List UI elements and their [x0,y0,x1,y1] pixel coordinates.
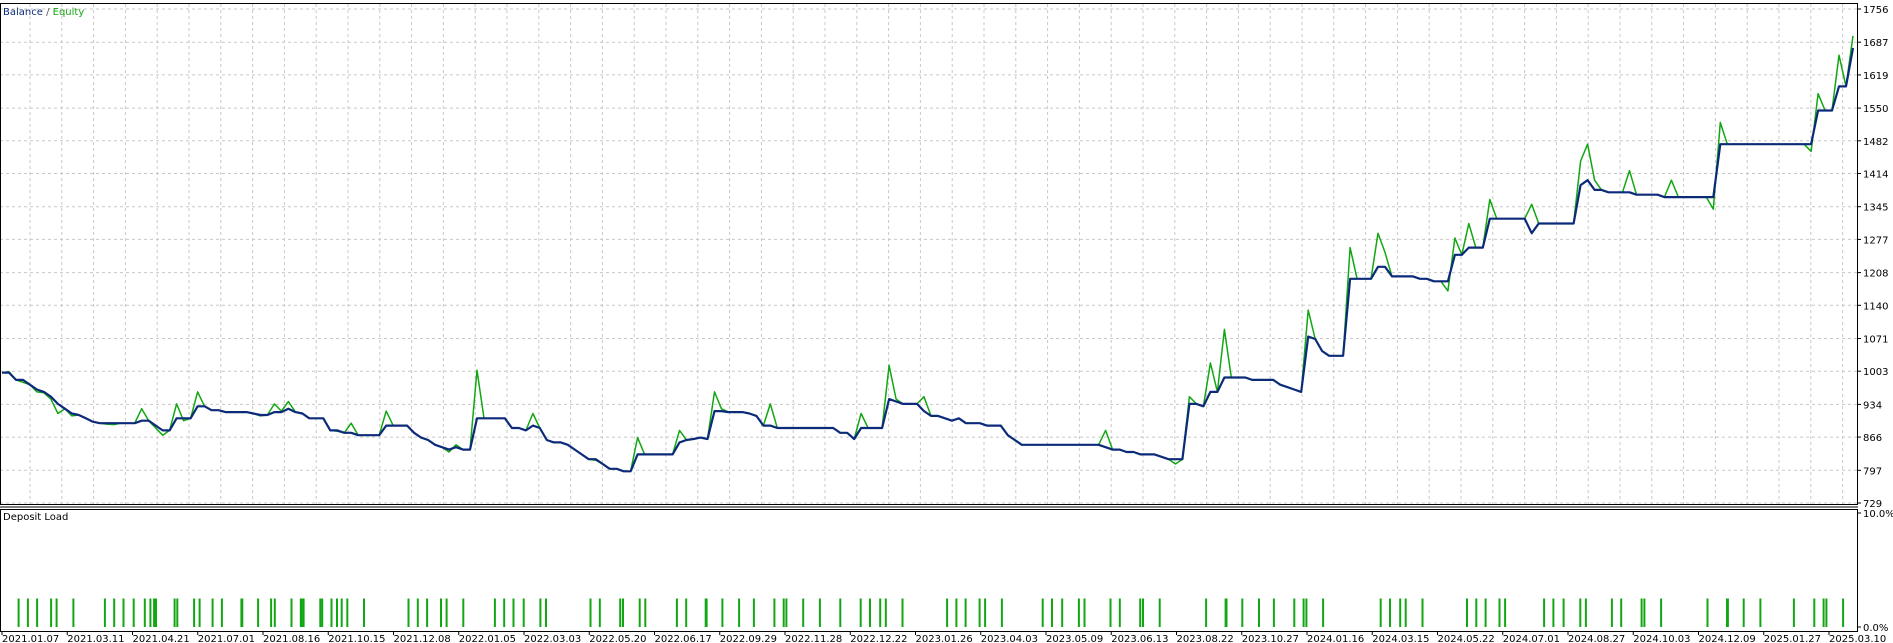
sub-panel-frame [0,509,1858,632]
y-tick-label: 797 [1863,466,1882,477]
legend-balance: Balance [3,7,43,18]
x-tick-label: 2022.06.17 [655,634,712,643]
x-tick-label: 2024.01.16 [1307,634,1364,643]
series-line-balance [2,47,1855,473]
y-tick-label: 866 [1863,433,1882,444]
y-tick-label: 729 [1863,499,1882,510]
x-tick-label: 2022.12.22 [850,634,907,643]
x-tick-label: 2024.12.09 [1699,634,1756,643]
main-panel: 1756 1687 1619 1550 1482 1414 1345 1277 1208 1140… [0,3,1888,510]
x-tick-label: 2024.10.03 [1633,634,1690,643]
x-tick-label: 2025.01.27 [1764,634,1821,643]
y-tick-label: 1619 [1863,71,1888,82]
y-tick-label: 1414 [1863,170,1888,181]
x-tick-label: 2021.03.11 [67,634,124,643]
sub-y-tick-label: 0.0% [1863,623,1888,634]
x-tick-label: 2021.07.01 [198,634,255,643]
x-tick-label: 2023.04.03 [981,634,1038,643]
y-tick-label: 934 [1863,400,1882,411]
deposit-load-title: Deposit Load [3,512,68,523]
x-tick-label: 2023.08.22 [1177,634,1234,643]
main-series [1,35,1855,473]
y-tick-label: 1550 [1863,104,1888,115]
x-tick-label: 2023.10.27 [1242,634,1299,643]
main-panel-frame [0,3,1858,505]
x-tick-label: 2021.12.08 [394,634,451,643]
x-tick-label: 2022.05.20 [589,634,646,643]
x-tick-label: 2022.01.05 [459,634,516,643]
y-tick-label: 1208 [1863,269,1888,280]
y-tick-label: 1345 [1863,203,1888,214]
y-tick-label: 1687 [1863,38,1888,49]
y-tick-label: 1482 [1863,137,1888,148]
y-tick-label: 1756 [1863,5,1888,16]
x-tick-label: 2021.08.16 [263,634,320,643]
x-tick-label: 2024.03.15 [1372,634,1429,643]
legend-separator: / [43,7,53,18]
x-tick-label: 2021.10.15 [328,634,385,643]
main-y-axis: 1756 1687 1619 1550 1482 1414 1345 1277 1208 1140… [1857,5,1888,510]
x-tick-label: 2021.01.07 [2,634,59,643]
x-tick-label: 2021.04.21 [133,634,190,643]
x-axis: 2021.01.07 2021.03.11 2021.04.21 2021.07.01… [1,631,1886,643]
deposit-load-panel: Deposit Load 10.0% 0.0% [0,509,1893,634]
x-tick-label: 2022.09.29 [720,634,777,643]
deposit-load-bars [17,598,1845,627]
x-tick-label: 2024.08.27 [1568,634,1625,643]
y-tick-label: 1003 [1863,367,1888,378]
x-tick-label: 2025.03.10 [1829,634,1886,643]
legend: Balance / Equity [3,7,84,18]
x-tick-label: 2022.11.28 [785,634,842,643]
sub-y-tick-label: 10.0% [1863,509,1893,520]
y-tick-label: 1071 [1863,334,1888,345]
x-tick-label: 2023.05.09 [1046,634,1103,643]
legend-equity: Equity [53,7,85,18]
y-tick-label: 1277 [1863,235,1888,246]
x-tick-label: 2024.05.22 [1438,634,1495,643]
x-tick-label: 2023.01.26 [916,634,973,643]
x-tick-label: 2022.03.03 [524,634,581,643]
x-tick-label: 2024.07.01 [1503,634,1560,643]
x-tick-label: 2023.06.13 [1111,634,1168,643]
sub-y-axis: 10.0% 0.0% [1857,509,1893,634]
y-tick-label: 1140 [1863,301,1888,312]
